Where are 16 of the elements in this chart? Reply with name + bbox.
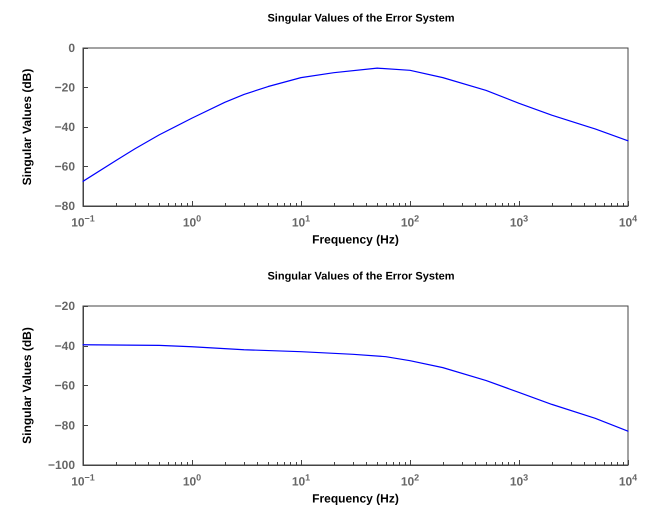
x-axis-title: Frequency (Hz) [312, 232, 399, 246]
y-tick-label: 0 [68, 41, 76, 55]
chart-title: Singular Values of the Error System [267, 270, 455, 282]
chart-title: Singular Values of the Error System [267, 12, 455, 24]
y-axis-title: Singular Values (dB) [20, 68, 34, 186]
x-axis-title: Frequency (Hz) [312, 491, 399, 506]
y-tick-label: −60 [54, 378, 76, 392]
y-tick-label: −100 [48, 458, 76, 472]
y-tick-label: −80 [54, 418, 76, 432]
y-tick-label: −40 [54, 338, 76, 353]
y-tick-label: −80 [54, 199, 76, 213]
y-tick-label: −20 [54, 80, 76, 94]
y-tick-label: −60 [54, 160, 76, 174]
y-axis-title: Singular Values (dB) [20, 327, 34, 444]
y-tick-label: −40 [54, 120, 76, 134]
y-tick-label: −20 [54, 299, 76, 313]
